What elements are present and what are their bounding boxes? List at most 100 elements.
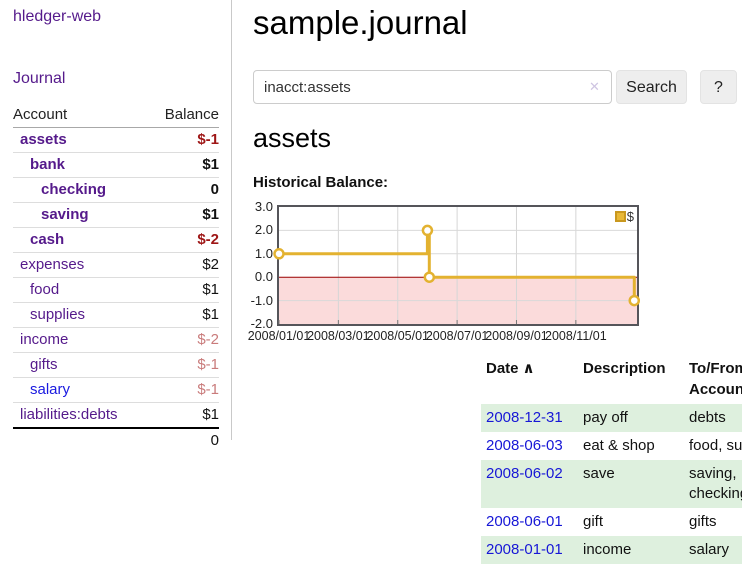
register-date-cell: 2008-06-02	[481, 460, 578, 508]
sidebar-account-link[interactable]: assets	[20, 131, 67, 148]
register-description-cell: pay off	[583, 409, 628, 426]
account-row: bank $1	[13, 153, 219, 178]
chart-legend: $	[614, 209, 634, 224]
search-button[interactable]: Search	[616, 70, 687, 104]
register-accounts-cell: debts	[689, 409, 726, 426]
account-row: saving $1	[13, 203, 219, 228]
account-row: cash $-2	[13, 228, 219, 253]
y-axis-tick-label: 1.0	[254, 245, 273, 261]
chart-plot-area: $	[273, 205, 641, 326]
account-row: supplies $1	[13, 303, 219, 328]
sort-ascending-icon: ∧	[522, 360, 535, 377]
chart-data-point-marker[interactable]	[423, 271, 436, 283]
sidebar-account-link[interactable]: income	[20, 331, 69, 348]
account-tree: assets $-1 bank $1 checking 0 saving $1 cash $-2 e…	[13, 128, 219, 427]
y-axis-tick-label: 2.0	[254, 222, 273, 238]
sidebar-account-link[interactable]: food	[30, 281, 60, 298]
sidebar-account-link[interactable]: saving	[41, 206, 89, 223]
account-row: expenses $2	[13, 253, 219, 278]
account-balance: $1	[202, 156, 219, 173]
x-axis-tick-label: 2008/05/01	[366, 329, 430, 343]
balance-chart-svg	[273, 207, 641, 324]
historical-balance-chart: 3.0 2.0 1.0 0.0 -1.0 -2.0 $ 2008/01/01 2008/03…	[244, 199, 742, 345]
account-balance: $1	[202, 306, 219, 323]
account-total-row: 0	[13, 427, 219, 453]
app-brand-link[interactable]: hledger-web	[13, 8, 102, 25]
search-input[interactable]	[253, 70, 612, 104]
chart-data-point-marker[interactable]	[421, 224, 434, 237]
register-accounts-cell: food, supplies	[689, 437, 742, 454]
account-balance: $-2	[197, 231, 219, 248]
account-column-header: Account	[13, 106, 68, 123]
register-date-link[interactable]: 2008-06-02	[486, 465, 563, 482]
register-accounts-cell: saving, checking	[689, 465, 742, 502]
account-balance: $-1	[197, 381, 219, 398]
sidebar-account-link[interactable]: checking	[41, 181, 107, 198]
register-description-cell: income	[583, 541, 632, 558]
sidebar-account-link[interactable]: salary	[30, 381, 71, 398]
register-date-cell: 2008-12-31	[481, 404, 578, 432]
x-axis-tick-label: 2008/01/01	[247, 329, 311, 343]
sidebar-account-link[interactable]: expenses	[20, 256, 85, 273]
account-balance: $1	[202, 406, 219, 423]
sidebar-account-link[interactable]: cash	[30, 231, 65, 248]
account-row: liabilities:debts $1	[13, 403, 219, 427]
account-row: food $1	[13, 278, 219, 303]
help-button[interactable]: ?	[700, 70, 737, 104]
clear-search-icon[interactable]: ✕	[589, 79, 600, 94]
register-date-cell: 2008-01-01	[481, 536, 578, 564]
account-balance-table: Account Balance assets $-1 bank $1 checking 0…	[13, 103, 219, 453]
y-axis-tick-label: -1.0	[250, 292, 273, 308]
chart-data-point-marker[interactable]	[628, 294, 641, 307]
y-axis-tick-label: 3.0	[254, 199, 273, 214]
sidebar-item-journal[interactable]: Journal	[13, 70, 66, 87]
register-date-link[interactable]: 2008-01-01	[486, 541, 563, 558]
x-axis-tick-label: 2008/03/01	[307, 329, 370, 343]
register-date-cell: 2008-06-03	[481, 432, 578, 460]
chart-data-point-marker[interactable]	[273, 248, 285, 260]
account-balance: $-1	[197, 356, 219, 373]
account-row: assets $-1	[13, 128, 219, 153]
register-date-cell: 2008-06-01	[481, 508, 578, 536]
register-description-cell: save	[583, 465, 615, 482]
x-axis-tick-label: 2008/07/01	[425, 329, 489, 343]
register-column-header: To/From Account(s)	[689, 360, 742, 398]
main-content: sample.journal ✕ Search ? assets Histori…	[233, 0, 742, 582]
register-description-cell: eat & shop	[583, 437, 655, 454]
y-axis-tick-label: 0.0	[254, 269, 273, 285]
chart-section-label: Historical Balance:	[253, 174, 389, 191]
sidebar-account-link[interactable]: liabilities:debts	[20, 406, 118, 423]
register-date-link[interactable]: 2008-12-31	[486, 409, 563, 426]
account-balance: $-1	[197, 131, 219, 148]
account-table-header: Account Balance	[13, 103, 219, 128]
x-axis-tick-label: 2008/09/01	[485, 329, 548, 343]
sidebar-account-link[interactable]: bank	[30, 156, 66, 173]
sidebar: hledger-web Journal Account Balance asse…	[0, 0, 232, 449]
sidebar-account-link[interactable]: gifts	[30, 356, 58, 373]
balance-column-header: Balance	[164, 106, 219, 123]
register-date-link[interactable]: 2008-06-01	[486, 513, 563, 530]
account-balance: 0	[210, 181, 219, 198]
register-accounts-cell: salary	[689, 541, 730, 558]
account-row: salary $-1	[13, 378, 219, 403]
account-balance: $1	[202, 206, 219, 223]
account-balance: $-2	[197, 331, 219, 348]
register-sort-header[interactable]: Date ∧	[486, 360, 535, 377]
account-row: income $-2	[13, 328, 219, 353]
register-accounts-cell: gifts	[689, 513, 717, 530]
account-balance: $2	[202, 256, 219, 273]
sidebar-account-link[interactable]: supplies	[30, 306, 86, 323]
register-date-link[interactable]: 2008-06-03	[486, 437, 563, 454]
account-row: checking 0	[13, 178, 219, 203]
x-axis-tick-label: 2008/11/01	[545, 329, 607, 343]
account-balance: $1	[202, 281, 219, 298]
y-axis-tick-label: -2.0	[250, 316, 273, 331]
legend-label: $	[626, 209, 634, 224]
search-bar: ✕ Search ?	[253, 70, 739, 106]
